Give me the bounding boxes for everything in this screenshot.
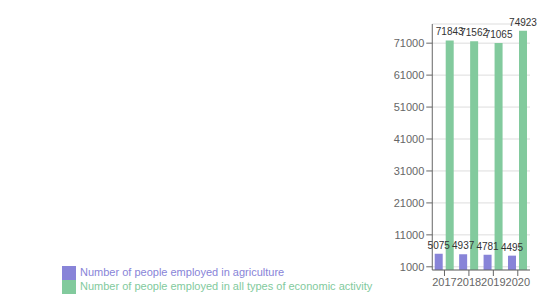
html-text:Number of people employed in a: Number of people employed in agriculture bbox=[80, 265, 285, 278]
html-text:Number of people employed in a: Number of people employed in all types o… bbox=[80, 279, 373, 292]
svg-text:71562: 71562 bbox=[460, 27, 488, 39]
svg-text:71065: 71065 bbox=[485, 29, 513, 40]
svg-text:61000: 61000 bbox=[394, 69, 425, 81]
svg-text:2018: 2018 bbox=[457, 276, 481, 288]
svg-text:31000: 31000 bbox=[394, 165, 425, 177]
svg-text:71000: 71000 bbox=[394, 37, 425, 49]
svg-text:41000: 41000 bbox=[394, 133, 425, 145]
svg-text:74923: 74923 bbox=[509, 17, 537, 28]
svg-text:1000: 1000 bbox=[400, 261, 424, 273]
svg-text:51000: 51000 bbox=[394, 101, 425, 113]
svg-text:11000: 11000 bbox=[394, 229, 424, 241]
svg-text:2017: 2017 bbox=[432, 276, 456, 288]
svg-text:2020: 2020 bbox=[506, 276, 530, 288]
svg-text:21000: 21000 bbox=[394, 197, 425, 209]
svg-text:71843: 71843 bbox=[435, 26, 464, 38]
svg-text:4495: 4495 bbox=[501, 242, 524, 253]
svg-text:5075: 5075 bbox=[428, 240, 451, 251]
svg-text:2019: 2019 bbox=[481, 276, 505, 288]
svg-text:4781: 4781 bbox=[476, 241, 499, 252]
svg-text:4937: 4937 bbox=[452, 240, 475, 251]
